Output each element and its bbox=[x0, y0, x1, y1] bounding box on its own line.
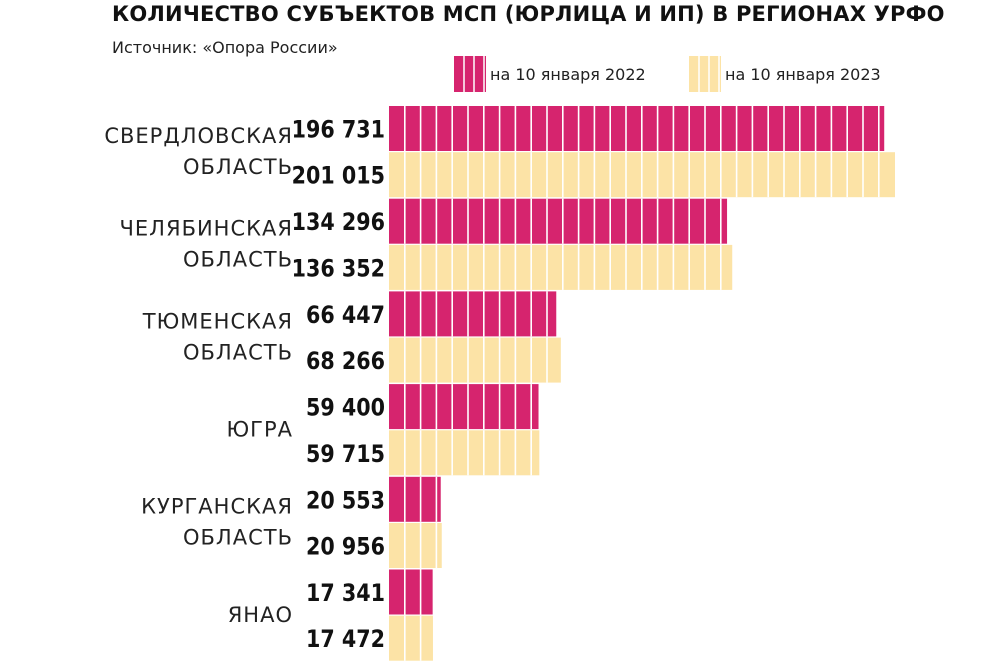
legend-item-2022: на 10 января 2022 bbox=[454, 56, 646, 92]
bar-dividers-1-1 bbox=[403, 244, 722, 290]
bar-4-1 bbox=[389, 523, 442, 568]
bar-dividers-4-0 bbox=[403, 476, 438, 522]
value-label-0-0: 196 731 bbox=[292, 116, 385, 144]
category-label-5-0: ЯНАО bbox=[228, 603, 293, 627]
bar-dividers-5-1 bbox=[403, 615, 422, 661]
bar-5-1 bbox=[389, 615, 433, 661]
legend-label-2023: на 10 января 2023 bbox=[725, 64, 881, 84]
category-label-3-0: ЮГРА bbox=[226, 417, 293, 441]
legend-swatch-2023 bbox=[689, 56, 721, 92]
bar-dividers-0-1 bbox=[403, 152, 880, 198]
value-label-2-1: 68 266 bbox=[306, 348, 385, 376]
bar-0-0 bbox=[389, 106, 885, 151]
bar-1-0 bbox=[389, 198, 728, 244]
chart-source: Источник: «Опора России» bbox=[112, 38, 338, 57]
legend-label-2022: на 10 января 2022 bbox=[490, 64, 646, 84]
bar-dividers-3-0 bbox=[403, 384, 533, 430]
value-label-4-0: 20 553 bbox=[306, 487, 385, 515]
legend-swatch-2022 bbox=[454, 56, 486, 92]
bar-dividers-4-1 bbox=[403, 523, 438, 568]
value-label-0-1: 201 015 bbox=[292, 162, 385, 190]
bar-dividers-2-1 bbox=[403, 337, 548, 383]
category-label-2-1: ОБЛАСТЬ bbox=[183, 340, 293, 364]
category-label-1-0: ЧЕЛЯБИНСКАЯ bbox=[120, 217, 293, 241]
bar-4-0 bbox=[389, 476, 441, 522]
bar-3-0 bbox=[389, 384, 539, 430]
bar-5-0 bbox=[389, 569, 433, 615]
category-label-4-0: КУРГАНСКАЯ bbox=[141, 495, 293, 519]
chart-title: КОЛИЧЕСТВО СУБЪЕКТОВ МСП (ЮРЛИЦА И ИП) В… bbox=[112, 2, 945, 26]
category-label-0-1: ОБЛАСТЬ bbox=[183, 155, 293, 179]
bar-2-0 bbox=[389, 291, 557, 337]
category-label-1-1: ОБЛАСТЬ bbox=[183, 248, 293, 272]
value-label-5-0: 17 341 bbox=[306, 580, 385, 608]
category-label-0-0: СВЕРДЛОВСКАЯ bbox=[104, 124, 293, 148]
value-label-1-0: 134 296 bbox=[292, 209, 385, 237]
bar-1-1 bbox=[389, 244, 733, 290]
bar-2-1 bbox=[389, 337, 561, 383]
value-label-3-1: 59 715 bbox=[306, 440, 385, 468]
category-label-4-1: ОБЛАСТЬ bbox=[183, 526, 293, 550]
legend-item-2023: на 10 января 2023 bbox=[689, 56, 881, 92]
value-label-3-0: 59 400 bbox=[306, 394, 385, 422]
category-label-2-0: ТЮМЕНСКАЯ bbox=[142, 309, 293, 333]
value-label-5-1: 17 472 bbox=[306, 626, 385, 654]
bar-dividers-3-1 bbox=[403, 430, 533, 476]
bar-3-1 bbox=[389, 430, 540, 476]
value-label-2-0: 66 447 bbox=[306, 301, 385, 329]
bar-dividers-0-0 bbox=[403, 106, 880, 151]
bar-dividers-2-0 bbox=[403, 291, 548, 337]
bar-dividers-1-0 bbox=[403, 198, 722, 244]
value-label-4-1: 20 956 bbox=[306, 533, 385, 561]
value-label-1-1: 136 352 bbox=[292, 255, 385, 283]
bar-dividers-5-0 bbox=[403, 569, 422, 615]
